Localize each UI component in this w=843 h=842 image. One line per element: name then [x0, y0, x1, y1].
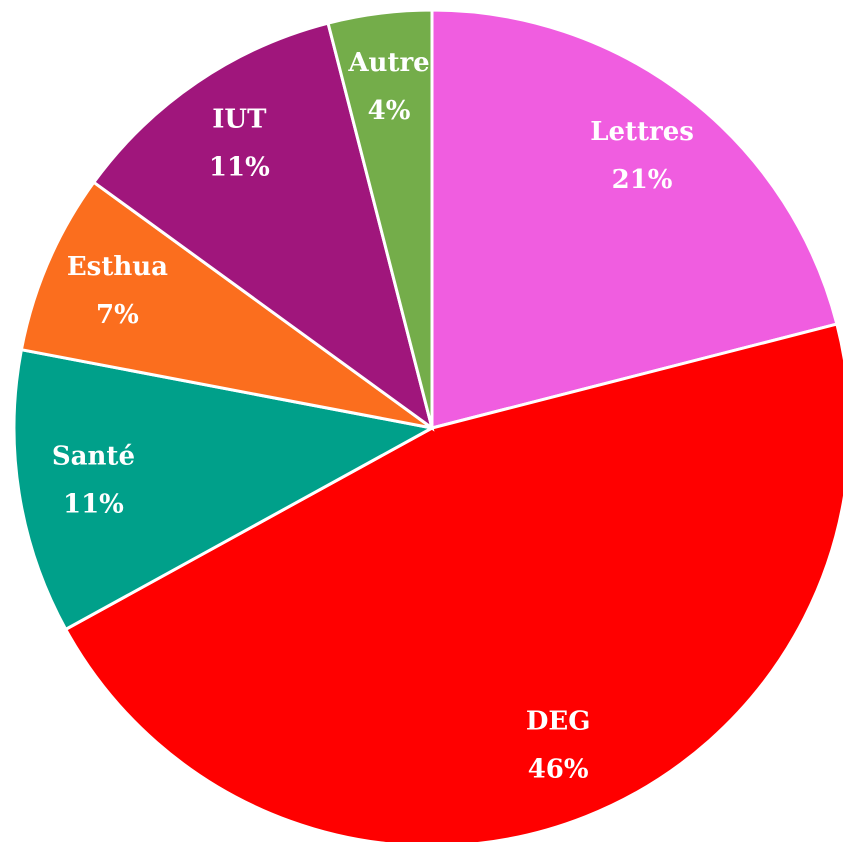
pie-slice [19, 180, 433, 430]
slice-value-label: 7% [96, 300, 139, 330]
slice-label: Esthua [67, 252, 168, 282]
slice-value-label: 46% [528, 755, 589, 785]
slice-value-label: 11% [209, 153, 270, 183]
slice-value-label: 21% [612, 165, 673, 195]
slice-label: DEG [526, 707, 591, 737]
pie-slice [430, 8, 839, 430]
pie-slice [91, 21, 435, 432]
slice-label: IUT [212, 105, 267, 135]
slice-label: Santé [52, 442, 135, 472]
pie-slice [12, 347, 437, 632]
slice-label: Autre [347, 48, 429, 78]
slice-label: Lettres [590, 117, 694, 147]
pie-slice [326, 8, 434, 429]
pie-slice [63, 322, 843, 842]
slice-value-label: 4% [368, 96, 411, 126]
slice-value-label: 11% [63, 490, 124, 520]
